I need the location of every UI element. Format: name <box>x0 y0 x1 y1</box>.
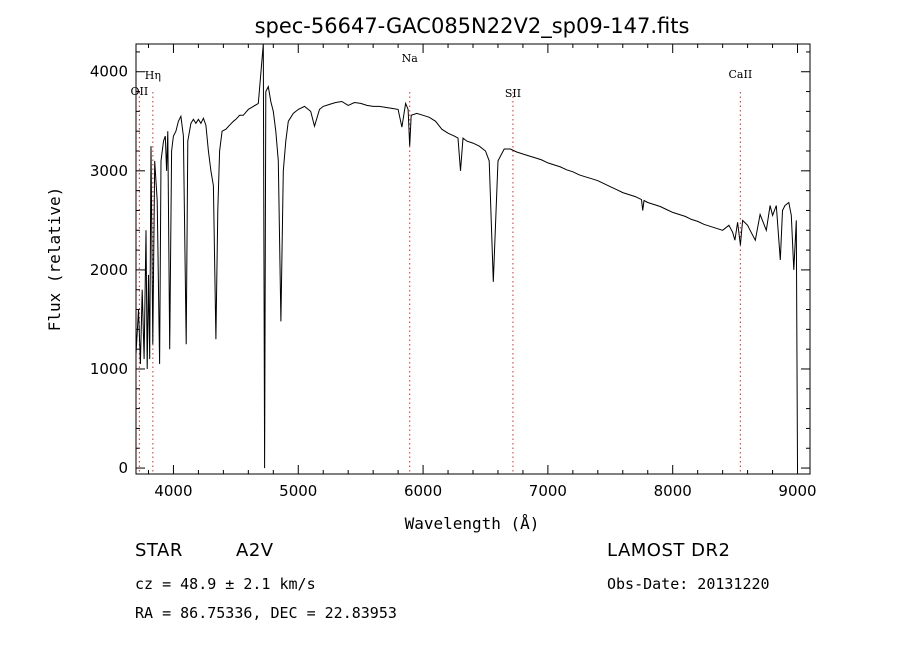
x-tick-label: 5000 <box>279 482 317 500</box>
x-tick-label: 8000 <box>654 482 692 500</box>
x-tick-label: 9000 <box>778 482 816 500</box>
plot-frame <box>135 43 811 475</box>
redshift-text: cz = 48.9 ± 2.1 km/s <box>135 575 316 593</box>
spectral-class: A2V <box>236 540 274 561</box>
line-marker-label: OII <box>131 85 149 98</box>
y-tick-label: 3000 <box>90 162 128 180</box>
line-marker-label: CaII <box>729 68 753 81</box>
y-axis-label: Flux (relative) <box>45 187 64 332</box>
spectrum-line <box>135 43 798 469</box>
survey-label: LAMOST DR2 <box>607 540 731 561</box>
chart-title: spec-56647-GAC085N22V2_sp09-147.fits <box>255 14 690 39</box>
obs-date-text: Obs-Date: 20131220 <box>607 575 770 593</box>
line-marker-label: Hη <box>145 69 161 82</box>
x-tick-label: 7000 <box>529 482 567 500</box>
x-axis-label: Wavelength (Å) <box>405 514 540 533</box>
coordinates-text: RA = 86.75336, DEC = 22.83953 <box>135 604 397 622</box>
x-tick-label: 4000 <box>154 482 192 500</box>
y-tick-label: 2000 <box>90 261 128 279</box>
y-tick-label: 1000 <box>90 360 128 378</box>
x-tick-label: 6000 <box>404 482 442 500</box>
y-tick-label: 4000 <box>90 63 128 81</box>
line-marker-label: SII <box>505 87 521 100</box>
star-label: STAR <box>135 540 183 561</box>
y-tick-label: 0 <box>118 459 128 477</box>
line-marker-label: Na <box>402 52 419 65</box>
